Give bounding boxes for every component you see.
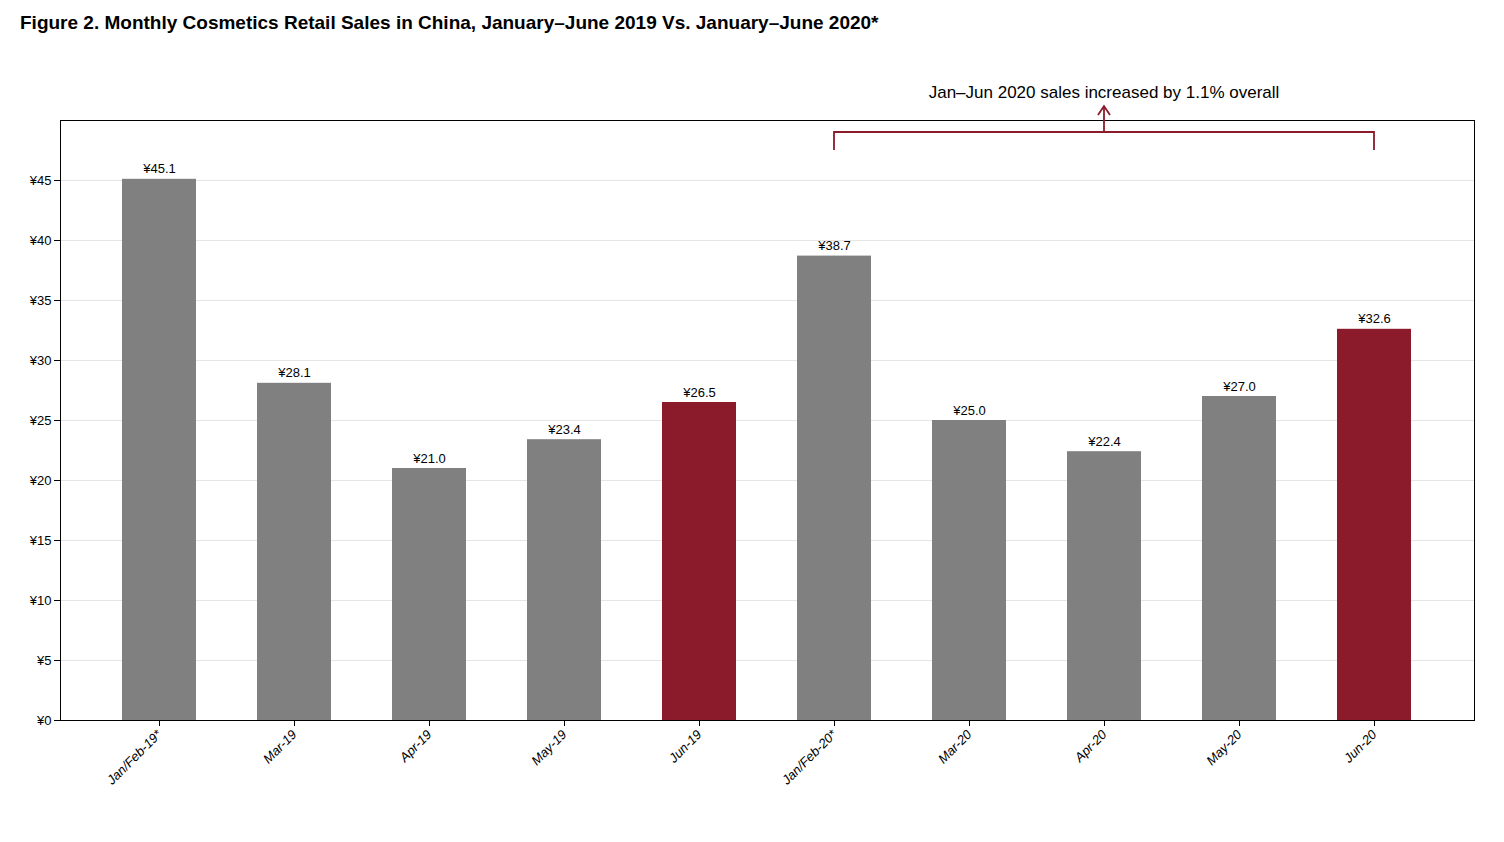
svg-text:¥15: ¥15 [29,533,52,548]
svg-text:Mar-20: Mar-20 [935,726,975,766]
svg-text:¥5: ¥5 [36,653,51,668]
svg-text:¥45.1: ¥45.1 [142,161,176,176]
svg-text:¥30: ¥30 [29,353,52,368]
svg-text:¥23.4: ¥23.4 [547,422,581,437]
svg-text:¥21.0: ¥21.0 [412,451,446,466]
svg-text:¥28.1: ¥28.1 [277,365,311,380]
svg-text:¥0: ¥0 [36,713,51,728]
svg-text:Jan/Feb-19*: Jan/Feb-19* [103,726,165,788]
svg-text:Mar-19: Mar-19 [260,727,300,767]
svg-text:Jan–Jun 2020 sales increased b: Jan–Jun 2020 sales increased by 1.1% ove… [929,83,1280,102]
svg-text:Jun-20: Jun-20 [1340,726,1380,766]
svg-text:¥35: ¥35 [29,293,52,308]
svg-text:¥20: ¥20 [29,473,52,488]
svg-text:¥38.7: ¥38.7 [817,238,851,253]
svg-text:Apr-19: Apr-19 [396,727,435,766]
svg-text:Apr-20: Apr-20 [1071,726,1110,765]
svg-text:¥27.0: ¥27.0 [1222,379,1256,394]
svg-text:May-20: May-20 [1203,726,1245,768]
svg-text:Jun-19: Jun-19 [665,727,704,766]
svg-text:¥45: ¥45 [29,173,52,188]
svg-text:May-19: May-19 [528,727,569,768]
svg-text:¥25: ¥25 [29,413,52,428]
svg-text:¥40: ¥40 [29,233,52,248]
svg-text:¥32.6: ¥32.6 [1357,311,1391,326]
svg-text:¥25.0: ¥25.0 [952,403,986,418]
svg-text:¥10: ¥10 [29,593,52,608]
svg-text:¥22.4: ¥22.4 [1087,434,1121,449]
svg-text:Jan/Feb-20*: Jan/Feb-20* [778,726,840,788]
svg-text:¥26.5: ¥26.5 [682,385,716,400]
html-text:Figure 2. Monthly Cosmetics Re: Figure 2. Monthly Cosmetics Retail Sales… [20,12,879,33]
